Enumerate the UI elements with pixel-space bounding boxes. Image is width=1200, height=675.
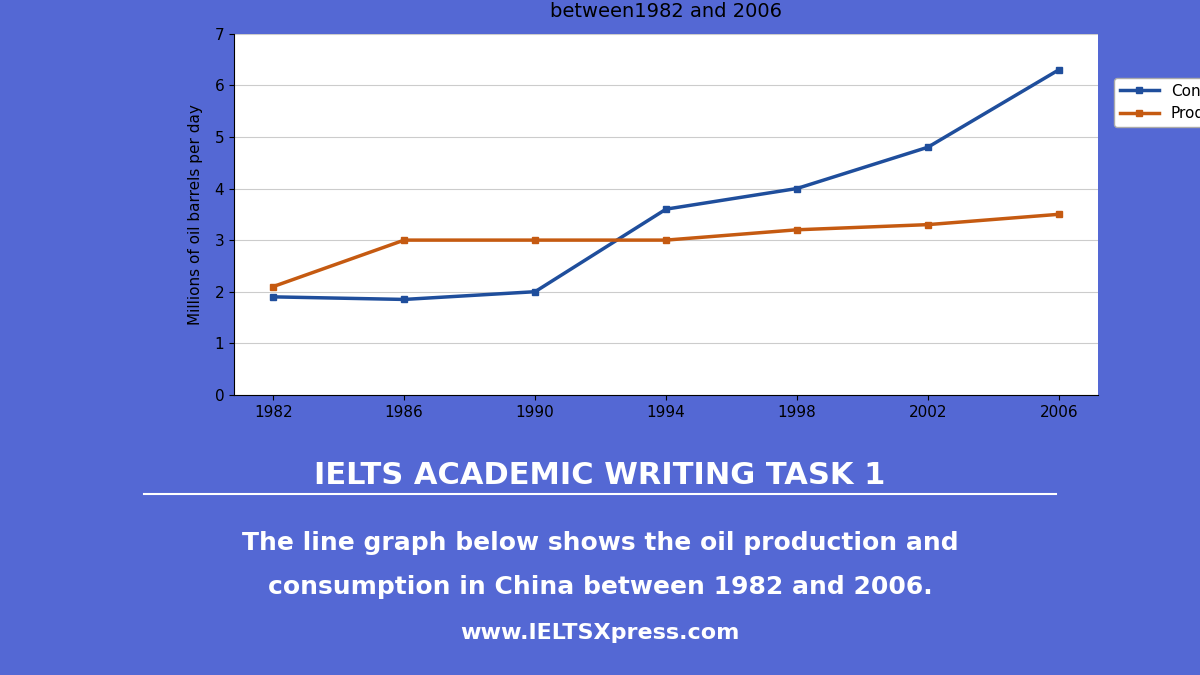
Production bbox=[266, 283, 281, 291]
Legend: Consumption, Production: Consumption, Production bbox=[1115, 78, 1200, 128]
Line: Consumption: Consumption bbox=[270, 66, 1062, 303]
Consumption bbox=[528, 288, 542, 296]
Production bbox=[1051, 211, 1066, 219]
Consumption bbox=[790, 184, 804, 192]
Y-axis label: Millions of oil barrels per day: Millions of oil barrels per day bbox=[188, 104, 204, 325]
Production bbox=[397, 236, 412, 244]
Production bbox=[659, 236, 673, 244]
Consumption bbox=[659, 205, 673, 213]
Text: IELTS ACADEMIC WRITING TASK 1: IELTS ACADEMIC WRITING TASK 1 bbox=[314, 462, 886, 490]
Text: www.IELTSXpress.com: www.IELTSXpress.com bbox=[461, 623, 739, 643]
Consumption bbox=[920, 143, 935, 151]
Title: Oil production and consumption in China
between1982 and 2006: Oil production and consumption in China … bbox=[467, 0, 865, 21]
Production bbox=[528, 236, 542, 244]
Production bbox=[920, 221, 935, 229]
Consumption bbox=[266, 293, 281, 301]
Text: consumption in China between 1982 and 2006.: consumption in China between 1982 and 20… bbox=[268, 575, 932, 599]
Production bbox=[790, 225, 804, 234]
Consumption bbox=[397, 296, 412, 304]
Consumption bbox=[1051, 66, 1066, 74]
Line: Production: Production bbox=[270, 211, 1062, 290]
Text: The line graph below shows the oil production and: The line graph below shows the oil produ… bbox=[241, 531, 959, 556]
